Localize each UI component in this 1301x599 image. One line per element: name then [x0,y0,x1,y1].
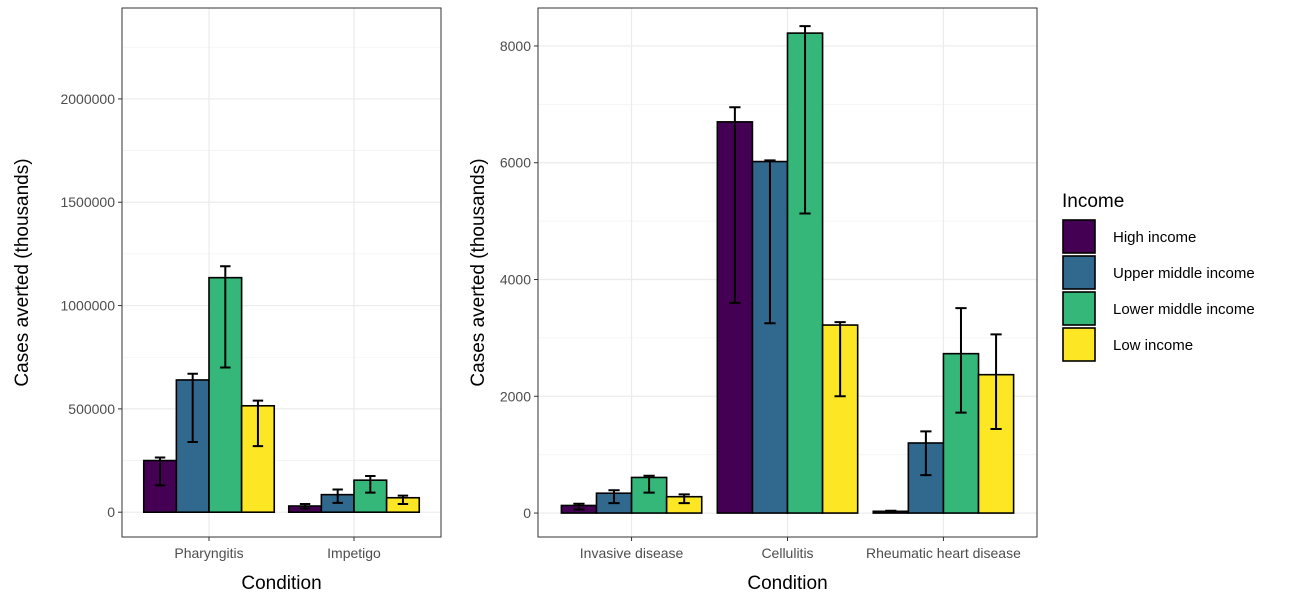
legend-swatch [1062,255,1096,290]
error-bar [955,307,967,414]
y-tick-label: 8000 [500,38,531,54]
y-tick-label: 0 [107,504,115,520]
error-bar [154,456,166,487]
error-bar [834,321,846,398]
y-tick-label: 6000 [500,155,531,171]
error-bar [764,159,776,325]
left-panel: 0 500000 1000000 1500000 2000000 Pharyngitis I… [12,7,442,594]
error-bar [920,430,932,477]
legend-label: Low income [1113,337,1193,354]
error-bar [729,106,741,304]
error-bar [365,475,376,494]
legend-swatch [1062,219,1096,254]
legend-label: Lower middle income [1113,301,1255,318]
y-tick-label: 2000000 [60,91,115,107]
error-bar [678,493,690,505]
legend-swatch [1062,327,1096,362]
error-bar [573,502,585,511]
right-panel: 0 2000 4000 6000 8000 Invasive disease Celluli… [468,7,1038,594]
error-bar [252,399,264,448]
error-bar [397,494,409,505]
error-bar [608,489,620,505]
legend-label: High income [1113,229,1196,246]
y-tick-label: 0 [523,505,531,521]
y-tick-label: 4000 [500,272,531,288]
y-tick-label: 1000000 [60,298,115,314]
error-bar [885,509,897,514]
error-bar [220,265,231,369]
y-axis-title: Cases averted (thousands) [12,158,33,386]
x-tick-label: Invasive disease [580,545,684,561]
x-tick-label: Rheumatic heart disease [866,545,1021,561]
y-axis-title: Cases averted (thousands) [468,158,489,386]
panel-border [537,7,1038,538]
legend-title: Income [1062,191,1124,212]
legend-swatch [1062,291,1096,326]
x-axis-title: Condition [747,573,827,594]
error-bar [799,25,811,215]
error-bar [990,333,1002,430]
y-tick-label: 2000 [500,388,531,404]
error-bar [643,474,655,494]
y-tick-label: 500000 [68,401,115,417]
y-tick-label: 1500000 [60,194,115,210]
panel-border [121,7,442,538]
error-bar [187,372,198,443]
x-tick-label: Cellulitis [761,545,813,561]
x-tick-label: Impetigo [327,545,381,561]
error-bar [332,488,343,504]
legend-label: Upper middle income [1113,265,1255,282]
legend: Income High income Upper middle income Low… [1062,191,1255,362]
x-tick-label: Pharyngitis [174,545,243,561]
x-axis-title: Condition [241,573,321,594]
legend-entries: High income Upper middle income Lower midd… [1062,219,1255,362]
error-bar [299,502,311,510]
